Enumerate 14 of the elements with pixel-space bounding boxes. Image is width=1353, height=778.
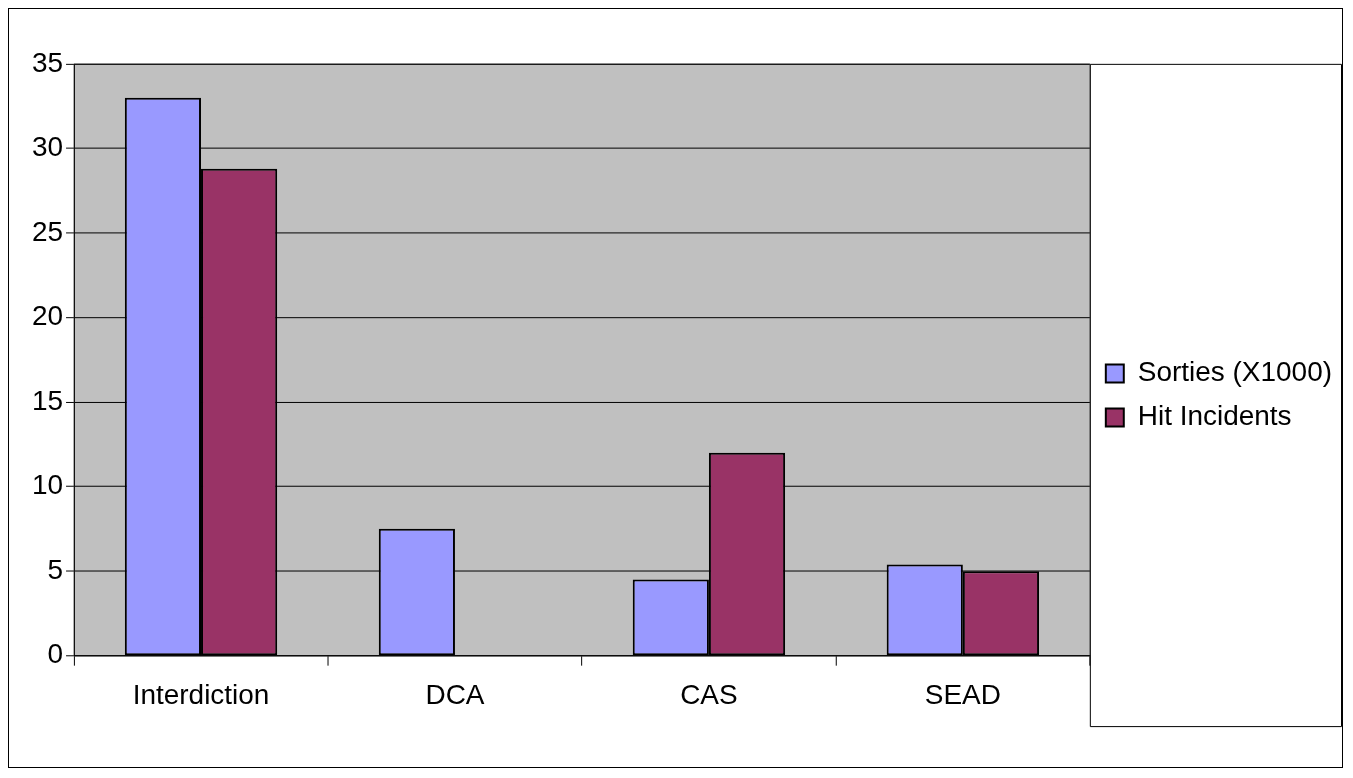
y-tick-label: 30	[31, 131, 64, 163]
y-tick-label: 35	[31, 46, 64, 78]
y-tick-label: 25	[31, 215, 64, 247]
y-tick-label: 10	[31, 469, 64, 501]
y-tick-label: 0	[47, 638, 64, 670]
y-tick-label: 15	[31, 384, 64, 416]
x-tick-label: CAS	[680, 679, 738, 711]
legend-label: Hit Incidents	[1137, 400, 1292, 432]
legend-label: Sorties (X1000)	[1137, 356, 1332, 388]
x-tick-label: DCA	[425, 679, 485, 711]
y-tick-label: 20	[31, 300, 64, 332]
x-tick-label: SEAD	[924, 679, 1001, 711]
x-tick-label: Interdiction	[132, 679, 270, 711]
y-tick-label: 5	[47, 553, 64, 585]
